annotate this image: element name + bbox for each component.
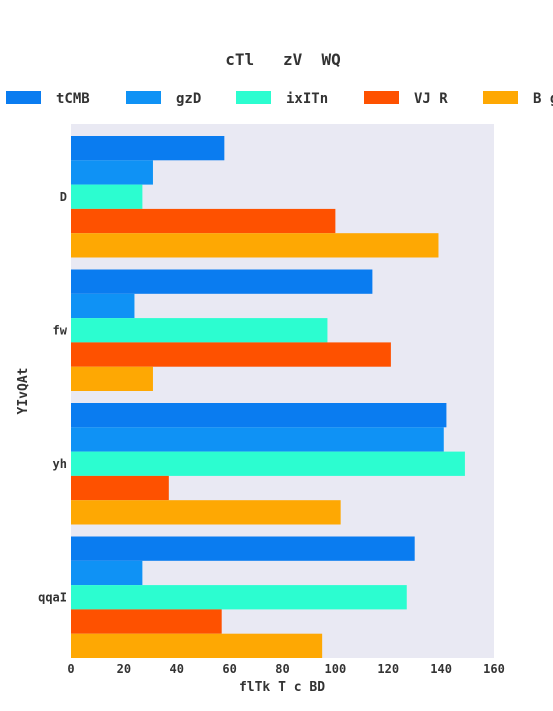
legend: tCMB gzD ixITn VJ R B g: [6, 91, 553, 107]
legend-label: gzD: [176, 91, 201, 107]
x-tick-label: 120: [377, 662, 399, 676]
legend-label: B g: [533, 91, 553, 107]
legend-label: VJ R: [414, 91, 448, 107]
bar: [71, 500, 341, 525]
legend-label: ixITn: [286, 91, 328, 107]
x-tick-label: 60: [222, 662, 236, 676]
y-tick-label: yh: [53, 457, 67, 471]
legend-label: tCMB: [56, 91, 90, 107]
bars-group: [71, 136, 465, 658]
chart-title: cTl zV WQ: [225, 50, 341, 69]
bar: [71, 208, 336, 234]
legend-swatch: [364, 91, 399, 104]
bar: [71, 609, 222, 634]
bar: [71, 342, 391, 367]
x-tick-label: 40: [170, 662, 184, 676]
x-axis-title: flTk T c BD: [239, 680, 325, 695]
bar: [71, 136, 225, 161]
y-axis-title: YIvQAt: [16, 368, 31, 415]
bar: [71, 536, 415, 561]
legend-swatch: [126, 91, 161, 104]
bar: [71, 184, 143, 209]
y-tick-label: fw: [53, 323, 68, 337]
bar: [71, 269, 373, 294]
bar: [71, 403, 447, 428]
x-tick-label: 160: [483, 662, 505, 676]
bar: [71, 366, 153, 391]
bar: [71, 475, 169, 501]
bar: [71, 427, 444, 452]
x-tick-label: 0: [67, 662, 74, 676]
x-tick-label: 80: [275, 662, 289, 676]
y-tick-label: D: [60, 190, 67, 204]
bar: [71, 633, 323, 658]
bar: [71, 318, 328, 343]
bar: [71, 293, 135, 319]
x-tick-label: 100: [325, 662, 347, 676]
legend-swatch: [483, 91, 518, 104]
bar: [71, 585, 407, 610]
x-tick-label: 140: [430, 662, 452, 676]
bar: [71, 451, 465, 476]
legend-swatch: [6, 91, 41, 104]
x-axis-ticks: 0 20 40 60 80 100 120 140 160: [67, 662, 504, 676]
legend-swatch: [236, 91, 271, 104]
y-tick-label: qqaI: [38, 590, 67, 604]
bar: [71, 233, 439, 258]
y-axis-ticks: Dfw yh qqaI: [38, 190, 68, 605]
bar: [71, 160, 153, 185]
bar: [71, 560, 143, 586]
x-tick-label: 20: [117, 662, 131, 676]
